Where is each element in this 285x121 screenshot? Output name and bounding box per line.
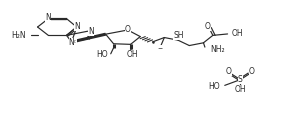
Text: r.: r. bbox=[74, 39, 77, 44]
Text: HO: HO bbox=[208, 82, 220, 91]
Text: OH: OH bbox=[235, 85, 246, 94]
Text: −: − bbox=[157, 45, 162, 50]
Text: N: N bbox=[74, 22, 80, 31]
Text: OH: OH bbox=[232, 29, 243, 38]
Text: N: N bbox=[69, 38, 74, 47]
Text: O: O bbox=[249, 68, 255, 76]
Text: S: S bbox=[238, 75, 243, 84]
Text: HO: HO bbox=[96, 50, 108, 59]
Text: H₂N: H₂N bbox=[12, 31, 26, 40]
Text: NH₂: NH₂ bbox=[211, 45, 225, 54]
Text: O: O bbox=[226, 68, 232, 76]
Text: OH: OH bbox=[127, 50, 139, 59]
Text: SH: SH bbox=[173, 31, 184, 41]
Text: N: N bbox=[88, 27, 94, 36]
Text: N: N bbox=[46, 13, 51, 22]
Text: O: O bbox=[125, 25, 131, 34]
Text: O: O bbox=[205, 22, 211, 31]
